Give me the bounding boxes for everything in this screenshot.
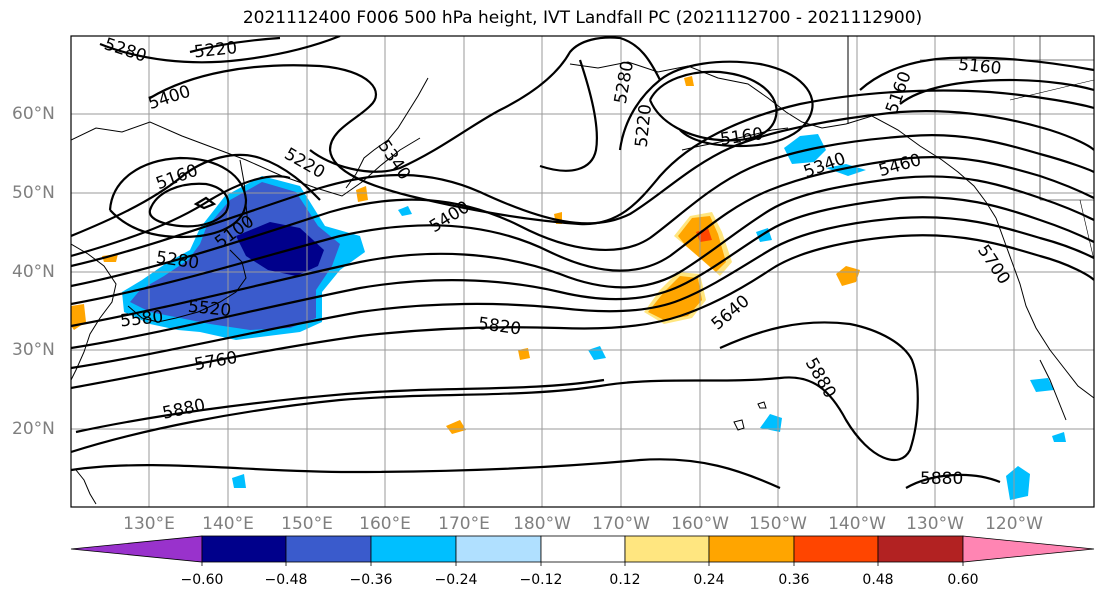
lat-label: 60°N — [12, 104, 55, 124]
contour-label: 5580 — [119, 307, 164, 331]
ivt-negative-alaska — [784, 134, 826, 164]
contour-5880-inner — [75, 378, 605, 434]
ivt-negative-hawaii — [760, 414, 782, 432]
contour-5760 — [71, 216, 1094, 370]
contour-5040-low — [193, 196, 217, 210]
coastline-siberia — [71, 121, 421, 197]
lon-label: 130°E — [123, 514, 175, 534]
lon-label: 160°E — [359, 514, 411, 534]
contour-5340 — [309, 36, 661, 173]
lat-label: 50°N — [12, 183, 55, 203]
coastline-west-coast — [995, 217, 1094, 399]
ivt-positive-shading — [71, 76, 860, 434]
ivt-negative-mexico — [1006, 466, 1030, 500]
ivt-negative-small-1 — [1030, 378, 1054, 392]
ivt-positive-east — [836, 266, 860, 286]
colorbar-segment — [370, 535, 457, 563]
coastline-kamchatka — [345, 77, 429, 189]
colorbar-tick-label: −0.12 — [519, 572, 563, 588]
ivt-negative-small-2 — [232, 474, 246, 488]
contour-5160-ne — [859, 56, 1094, 91]
colorbar-tick-label: −0.48 — [264, 572, 308, 588]
lon-label: 150°W — [749, 514, 807, 534]
lon-label: 180°W — [513, 514, 571, 534]
colorbar — [70, 535, 1095, 566]
contour-5100-ne — [899, 78, 1094, 105]
colorbar-segment — [708, 535, 795, 563]
contour-5640 — [71, 175, 1094, 328]
ivt-negative-asia-mid — [130, 182, 340, 330]
colorbar-extend-right — [962, 535, 1095, 563]
coastline-japan — [127, 249, 247, 323]
lon-label: 150°E — [281, 514, 333, 534]
colorbar-tick-label: 0.24 — [693, 572, 725, 588]
contour-5280-mid — [539, 59, 598, 172]
colorbar-segment — [624, 535, 710, 563]
ivt-positive-south-mid — [648, 276, 702, 320]
graticule — [71, 36, 1094, 507]
contour-5400 — [149, 64, 1094, 226]
contour-5820 — [71, 234, 1094, 390]
ivt-negative-small-5 — [1052, 432, 1066, 442]
colorbar-tick-label: −0.60 — [180, 572, 224, 588]
ivt-positive-small-2 — [446, 420, 466, 434]
contour-5880-south — [71, 321, 919, 462]
ivt-positive-gulf-mid — [678, 216, 726, 272]
lon-label: 140°E — [202, 514, 254, 534]
contour-5280-west — [71, 175, 291, 258]
contour-label: 5220 — [632, 103, 656, 148]
colorbar-segment — [540, 535, 626, 563]
contour-5880-east — [905, 473, 1001, 489]
lon-label: 160°W — [671, 514, 729, 534]
colorbar-segment — [201, 535, 287, 563]
coastline-philippines — [75, 469, 97, 505]
lat-label: 20°N — [12, 419, 55, 439]
colorbar-tick-label: 0.36 — [778, 572, 810, 588]
contour-5580 — [71, 156, 1094, 306]
map-frame — [70, 35, 1095, 508]
colorbar-tick-label: 0.60 — [947, 572, 979, 588]
colorbar-tick-label: −0.36 — [349, 572, 393, 588]
lat-label: 30°N — [12, 340, 55, 360]
colorbar-segment — [455, 535, 542, 563]
ivt-positive-small-4 — [684, 76, 694, 86]
ivt-negative-small-4 — [398, 206, 412, 216]
contour-5220-north — [189, 36, 281, 54]
colorbar-extend-left — [70, 535, 203, 563]
contour-label: 5520 — [187, 297, 232, 321]
colorbar-segment — [793, 535, 879, 563]
contour-5700 — [71, 196, 1094, 350]
contour-5160-gulf — [648, 70, 778, 142]
height-contours — [71, 36, 1094, 490]
colorbar-tick-label: 0.48 — [862, 572, 894, 588]
colorbar-segment — [285, 535, 372, 563]
contour-5220-gulf — [618, 60, 814, 151]
contour-5100-low — [148, 182, 230, 228]
colorbar-tick-label: 0.12 — [609, 572, 641, 588]
contour-5280-north — [99, 36, 341, 64]
lon-label: 170°E — [438, 514, 490, 534]
contour-5880-lower — [71, 458, 781, 490]
lat-label: 40°N — [12, 262, 55, 282]
lon-label: 140°W — [828, 514, 886, 534]
colorbar-ticks — [201, 562, 964, 566]
colorbar-tick-label: −0.24 — [434, 572, 478, 588]
ivt-positive-small-1 — [518, 348, 530, 360]
coastline-hawaii — [733, 401, 767, 431]
lon-label: 170°W — [592, 514, 650, 534]
contour-label: 5220 — [193, 38, 238, 62]
contour-label: 5880 — [920, 469, 963, 489]
lon-label: 130°W — [906, 514, 964, 534]
coastline-aleutians — [681, 127, 789, 151]
lon-label: 120°W — [985, 514, 1043, 534]
colorbar-segment — [877, 535, 964, 563]
contour-5160-low — [108, 156, 248, 239]
ivt-positive-kamchatka — [356, 186, 368, 202]
coastline-baja — [1039, 359, 1067, 421]
contour-label: 5160 — [957, 55, 1002, 79]
map-title: 2021112400 F006 500 hPa height, IVT Land… — [242, 8, 923, 28]
contour-5520 — [71, 134, 1094, 288]
